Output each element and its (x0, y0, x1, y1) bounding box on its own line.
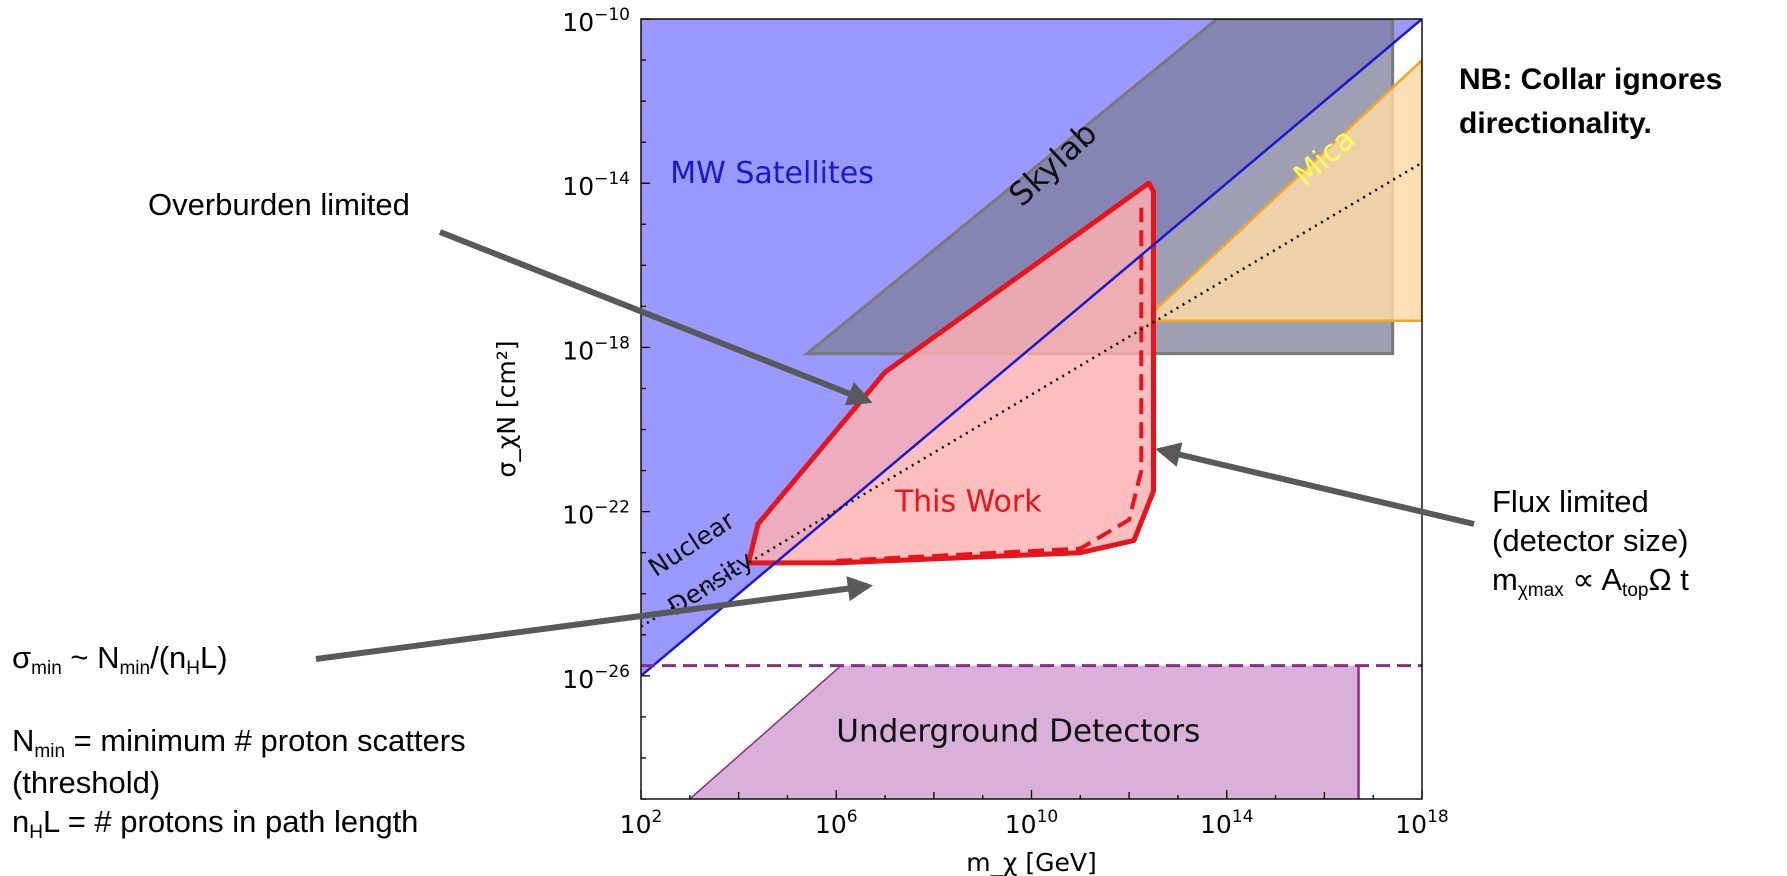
x-axis-label: m_χ [GeV] (966, 848, 1097, 876)
x-tick-label: 1014 (1200, 807, 1253, 839)
overburden-label: Overburden limited (148, 186, 410, 225)
label-underground-detectors: Underground Detectors (836, 714, 1200, 750)
y-tick-label: 10−10 (562, 5, 630, 37)
flux-limited-label: Flux limited (detector size) mχmax ∝ Ato… (1492, 483, 1689, 602)
y-tick-label: 10−18 (562, 333, 630, 365)
arrow-flux-limited (1160, 450, 1474, 524)
plot-regions (641, 19, 1422, 799)
y-axis-label: σ_χN [cm²] (492, 340, 521, 477)
y-tick-label: 10−26 (562, 662, 630, 694)
x-tick-label: 1010 (1005, 807, 1058, 839)
y-tick-label: 10−22 (562, 498, 630, 530)
label-mw-satellites: MW Satellites (670, 156, 874, 191)
nb-note: NB: Collar ignores directionality. (1459, 58, 1722, 145)
x-tick-label: 102 (620, 807, 663, 839)
y-tick-label: 10−14 (562, 169, 630, 201)
x-tick-label: 1018 (1395, 807, 1448, 839)
x-tick-label: 106 (815, 807, 858, 839)
label-this-work: This Work (894, 485, 1042, 520)
nmin-definition: Nmin = minimum # proton scatters (thresh… (12, 722, 466, 844)
sigma-min-formula: σmin ~ Nmin/(nHL) (12, 639, 228, 681)
arrow-sigma-min (316, 586, 868, 659)
